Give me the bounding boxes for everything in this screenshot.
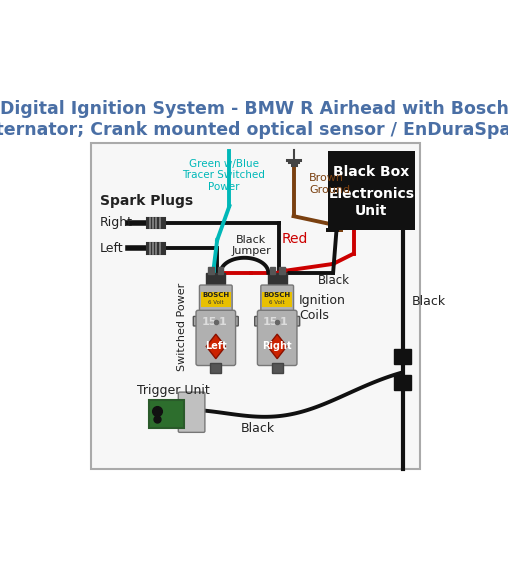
FancyBboxPatch shape bbox=[196, 310, 236, 366]
Text: Right: Right bbox=[100, 216, 133, 229]
Bar bbox=[91, 143, 421, 469]
Bar bbox=[210, 363, 221, 373]
Text: Brown
Ground: Brown Ground bbox=[309, 173, 351, 195]
Bar bbox=[218, 267, 224, 274]
Text: Unit: Unit bbox=[355, 204, 388, 218]
Text: Digital Ignition System - BMW R Airhead with Bosch: Digital Ignition System - BMW R Airhead … bbox=[0, 100, 508, 118]
Polygon shape bbox=[268, 334, 287, 359]
Text: 6 Volt: 6 Volt bbox=[208, 299, 224, 305]
Text: Electronics: Electronics bbox=[328, 187, 415, 201]
FancyBboxPatch shape bbox=[200, 285, 232, 314]
Text: Red: Red bbox=[282, 231, 308, 246]
Text: Left: Left bbox=[205, 341, 227, 351]
Bar bbox=[279, 267, 284, 274]
Bar bbox=[206, 273, 226, 286]
Bar bbox=[268, 273, 287, 286]
Text: Right: Right bbox=[262, 341, 292, 351]
Text: Ignition
Coils: Ignition Coils bbox=[299, 294, 346, 322]
Text: 15: 15 bbox=[201, 317, 217, 327]
Text: Black: Black bbox=[318, 275, 350, 288]
Text: Trigger Unit: Trigger Unit bbox=[137, 384, 209, 397]
Bar bbox=[395, 375, 411, 390]
Text: Left: Left bbox=[100, 242, 123, 255]
Bar bbox=[208, 267, 214, 274]
Bar bbox=[147, 217, 165, 229]
Text: Switched Power: Switched Power bbox=[177, 283, 187, 371]
Text: Black
Jumper: Black Jumper bbox=[232, 235, 271, 256]
Bar bbox=[201, 292, 231, 307]
Text: 6 Volt: 6 Volt bbox=[269, 299, 285, 305]
Text: Spark Plugs: Spark Plugs bbox=[100, 194, 193, 208]
Text: 15: 15 bbox=[263, 317, 278, 327]
Text: 1: 1 bbox=[219, 317, 227, 327]
FancyBboxPatch shape bbox=[178, 392, 205, 432]
FancyBboxPatch shape bbox=[289, 316, 300, 326]
Bar bbox=[270, 267, 275, 274]
FancyBboxPatch shape bbox=[261, 285, 294, 314]
Bar bbox=[262, 292, 292, 307]
Bar bbox=[272, 363, 282, 373]
Text: Black: Black bbox=[412, 295, 447, 308]
Text: Alternator; Crank mounted optical sensor / EnDuraSpark: Alternator; Crank mounted optical sensor… bbox=[0, 121, 508, 139]
FancyBboxPatch shape bbox=[255, 316, 266, 326]
Bar bbox=[395, 349, 411, 364]
Text: Green w/Blue
Tracer Switched
Power: Green w/Blue Tracer Switched Power bbox=[182, 158, 266, 192]
Text: BOSCH: BOSCH bbox=[202, 291, 230, 298]
Text: Black Box: Black Box bbox=[333, 165, 409, 179]
Bar bbox=[149, 400, 184, 427]
FancyBboxPatch shape bbox=[228, 316, 238, 326]
Polygon shape bbox=[206, 334, 226, 359]
FancyBboxPatch shape bbox=[194, 316, 204, 326]
Bar bbox=[147, 243, 165, 254]
Text: BOSCH: BOSCH bbox=[264, 291, 291, 298]
Text: Black: Black bbox=[241, 422, 275, 435]
Bar bbox=[328, 151, 415, 230]
FancyBboxPatch shape bbox=[258, 310, 297, 366]
Text: 1: 1 bbox=[280, 317, 288, 327]
